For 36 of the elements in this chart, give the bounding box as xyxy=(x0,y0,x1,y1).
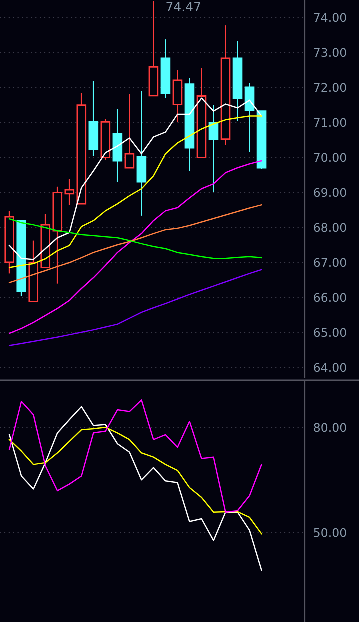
y-tick-label: 74.00 xyxy=(314,13,346,22)
y-tick-label: 80.00 xyxy=(314,423,346,432)
annotation: 74.47 xyxy=(166,2,200,12)
y-tick-label: 50.00 xyxy=(314,528,346,538)
line-series xyxy=(8,204,262,284)
line-series xyxy=(8,218,262,260)
line-series xyxy=(8,426,262,535)
y-tick-label: 66.00 xyxy=(314,293,346,302)
candlestick xyxy=(52,186,63,285)
line-series xyxy=(8,160,262,334)
line-series xyxy=(8,269,262,346)
y-tick-label: 67.00 xyxy=(314,258,346,268)
y-tick-label: 68.00 xyxy=(314,223,346,232)
candlestick xyxy=(136,90,147,217)
y-tick-label: 73.00 xyxy=(314,48,346,58)
y-tick-label: 64.00 xyxy=(314,363,346,372)
candlestick xyxy=(184,78,195,172)
candlestick xyxy=(112,108,123,183)
y-tick-label: 71.00 xyxy=(314,118,346,128)
candlestick xyxy=(244,82,255,153)
line-series xyxy=(8,116,262,268)
line-series xyxy=(8,406,262,572)
candlestick xyxy=(64,178,75,206)
y-tick-label: 69.00 xyxy=(314,188,346,198)
candlestick xyxy=(232,40,243,122)
y-tick-label: 72.00 xyxy=(314,83,346,92)
candlestick xyxy=(88,80,99,157)
y-tick-label: 65.00 xyxy=(314,328,346,338)
candlestick xyxy=(172,70,183,123)
line-series xyxy=(8,400,262,513)
candlestick xyxy=(160,38,171,100)
line-series xyxy=(8,98,262,260)
candlestick xyxy=(220,24,231,146)
candlestick xyxy=(4,210,15,274)
candlestick xyxy=(208,104,219,193)
y-tick-label: 70.00 xyxy=(314,153,346,162)
